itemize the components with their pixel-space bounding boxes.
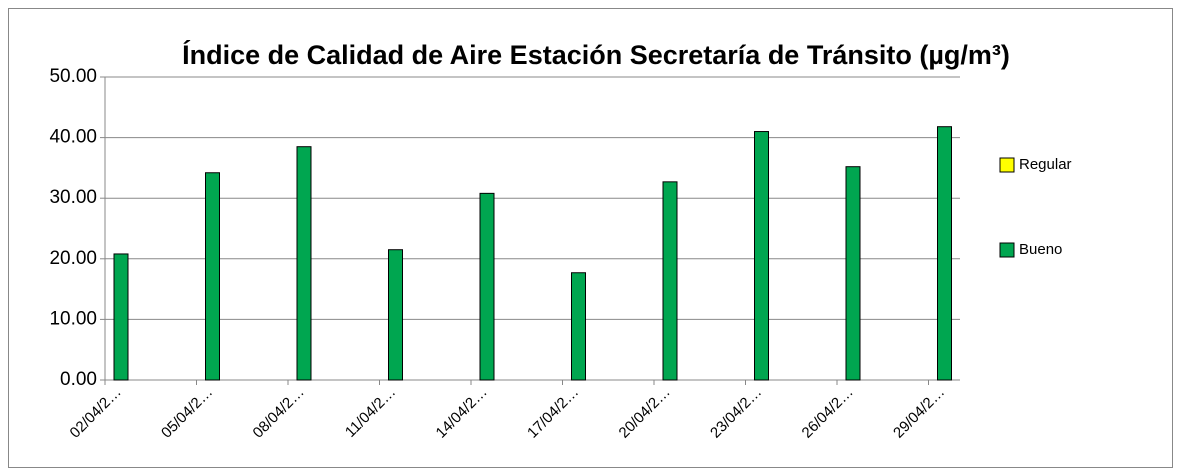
bar bbox=[479, 192, 495, 381]
chart-title: Índice de Calidad de Aire Estación Secre… bbox=[182, 39, 1010, 70]
legend-swatch bbox=[999, 242, 1015, 258]
bar bbox=[754, 131, 769, 381]
legend-label: Regular bbox=[1019, 156, 1072, 173]
bar bbox=[845, 166, 861, 381]
y-tick-label: 10.00 bbox=[49, 308, 97, 329]
y-tick-label: 40.00 bbox=[49, 127, 97, 148]
y-tick-label: 0.00 bbox=[60, 369, 97, 390]
chart-border bbox=[8, 8, 1173, 468]
legend-swatch bbox=[999, 157, 1015, 173]
y-tick-label: 20.00 bbox=[49, 248, 97, 269]
bar bbox=[205, 172, 220, 381]
legend-label: Bueno bbox=[1019, 241, 1062, 258]
bar bbox=[662, 181, 678, 381]
bar bbox=[388, 249, 403, 381]
bar bbox=[113, 253, 129, 381]
bar bbox=[571, 272, 586, 381]
y-tick-label: 50.00 bbox=[49, 66, 97, 87]
bar bbox=[296, 146, 312, 381]
y-tick-label: 30.00 bbox=[49, 187, 97, 208]
bar bbox=[937, 126, 952, 381]
